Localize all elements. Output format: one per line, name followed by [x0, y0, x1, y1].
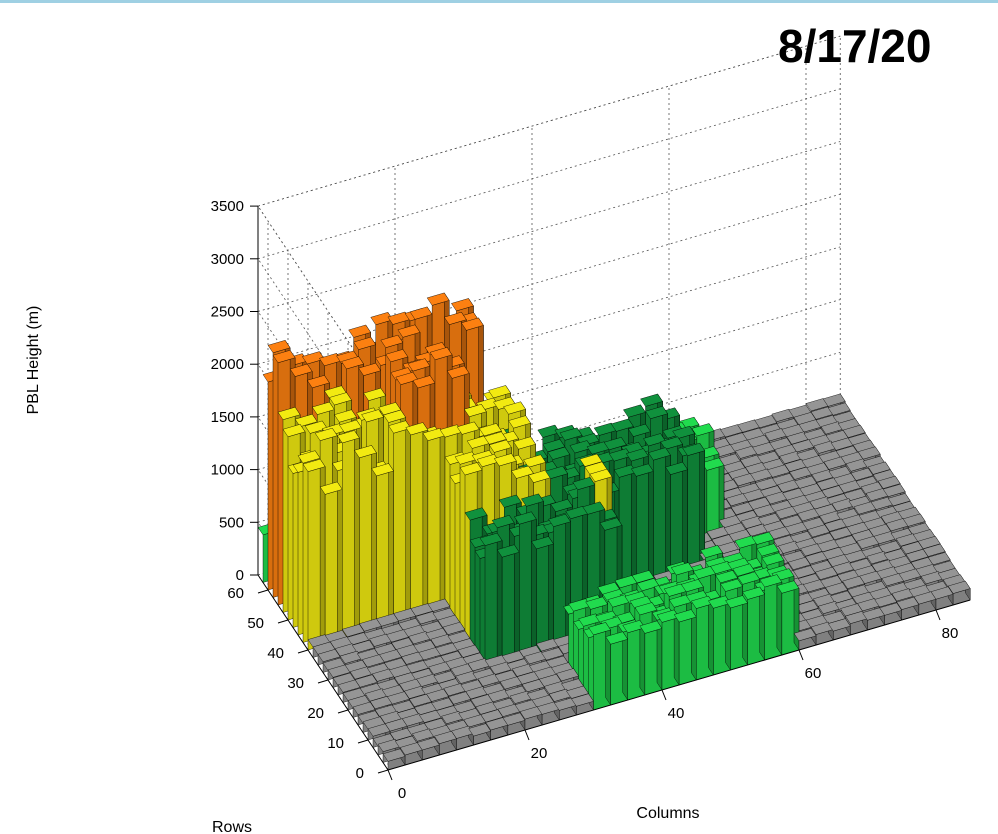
box-edge: [257, 35, 841, 207]
y-tick-mark: [277, 619, 289, 624]
pbl-bar: [630, 463, 654, 591]
x-tick-label: 20: [531, 745, 548, 762]
z-tick-label: 3500: [211, 198, 244, 215]
y-tick-label: 0: [356, 765, 364, 782]
chart-title: 8/17/20: [778, 20, 931, 72]
z-tick-label: 1500: [211, 409, 244, 426]
window-top-border: [0, 0, 998, 3]
y-tick-label: 60: [227, 585, 244, 602]
z-tick-label: 2000: [211, 356, 244, 373]
pbl-bar: [605, 631, 629, 706]
x-tick-mark: [387, 769, 393, 781]
pbl-bar: [405, 421, 429, 621]
x-tick-mark: [935, 609, 941, 621]
bars-group: [257, 292, 971, 771]
x-tick-label: 0: [398, 785, 406, 802]
y-tick-label: 50: [247, 615, 264, 632]
y-tick-label: 40: [267, 645, 284, 662]
grid-line-back-wall: [257, 193, 841, 365]
grid-line-back-wall: [257, 88, 841, 260]
pbl-bar: [613, 464, 637, 596]
pbl-bar: [776, 580, 800, 656]
y-tick-mark: [337, 709, 349, 714]
y-tick-label: 10: [327, 735, 344, 752]
grid-line-side-wall: [257, 258, 389, 455]
y-axis-line: [257, 574, 389, 771]
x-axis-label: Columns: [636, 805, 699, 822]
x-tick-label: 60: [805, 665, 822, 682]
z-tick-label: 1000: [211, 462, 244, 479]
pbl-bar: [673, 608, 697, 686]
x-tick-mark: [798, 649, 804, 661]
pbl-bar: [553, 697, 577, 721]
z-tick-label: 3000: [211, 251, 244, 268]
pbl-bar: [793, 627, 817, 651]
box-edge: [257, 205, 389, 402]
x-axis-line: [387, 599, 971, 771]
z-axis-label: PBL Height (m): [25, 306, 42, 415]
pbl-bar: [759, 573, 783, 661]
pbl-bar: [399, 741, 423, 766]
x-tick-label: 80: [942, 625, 959, 642]
pbl-bar: [701, 457, 725, 543]
pbl-bar: [742, 586, 766, 666]
y-tick-mark: [377, 769, 389, 774]
x-tick-label: 40: [668, 705, 685, 722]
pbl-bar: [665, 461, 688, 581]
y-axis-label: Rows: [212, 819, 252, 834]
axes-group: 0204060800102030405060050010001500200025…: [211, 198, 971, 802]
x-tick-mark: [661, 689, 667, 701]
pbl-bar: [682, 442, 706, 576]
y-tick-label: 30: [287, 675, 304, 692]
pbl-bar: [708, 595, 731, 676]
z-tick-label: 2500: [211, 304, 244, 321]
pbl-bar: [354, 444, 377, 636]
z-tick-label: 500: [219, 514, 244, 531]
pbl-bar: [690, 595, 714, 681]
pbl-bar: [648, 447, 671, 586]
x-tick-mark: [524, 729, 530, 741]
pbl-bar: [513, 511, 537, 661]
pbl-bar: [725, 594, 748, 671]
y-tick-mark: [257, 589, 269, 594]
pbl-bar: [519, 705, 543, 731]
y-tick-label: 20: [307, 705, 324, 722]
z-tick-label: 0: [236, 567, 244, 584]
pbl-bar: [319, 481, 343, 646]
pbl-bar: [879, 602, 903, 626]
pbl-bar: [302, 458, 326, 651]
pbl-bar: [485, 716, 509, 741]
y-tick-mark: [297, 649, 309, 654]
grid-line-back-wall: [257, 141, 841, 312]
pbl-bar: [382, 748, 406, 771]
pbl-bar: [862, 607, 885, 631]
pbl-bar: [588, 621, 611, 711]
y-tick-mark: [317, 679, 329, 684]
pbl-bar: [571, 693, 594, 716]
y-tick-mark: [357, 739, 369, 744]
